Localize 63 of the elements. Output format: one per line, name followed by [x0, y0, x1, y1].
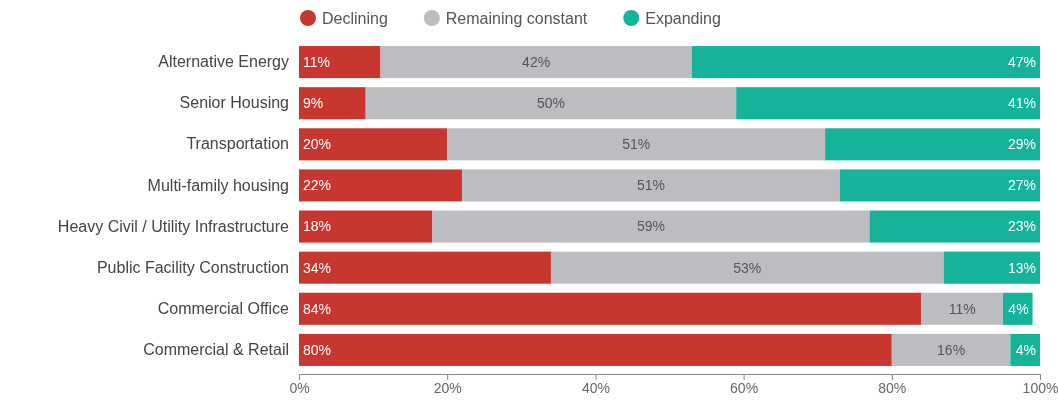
bar [380, 46, 692, 79]
data-label: 59% [636, 218, 665, 235]
data-label: 23% [1007, 218, 1036, 235]
data-label: 53% [733, 259, 762, 276]
bar [869, 210, 1040, 243]
y-tick-label: Commercial Office [157, 299, 290, 317]
bar [299, 128, 448, 161]
legend-label: Remaining constant [445, 9, 588, 27]
data-label: 22% [303, 177, 332, 194]
bar [365, 87, 737, 120]
x-tick-label: 20% [433, 379, 462, 396]
y-tick-label: Multi-family housing [147, 176, 289, 194]
data-label: 84% [303, 300, 332, 317]
bar [299, 292, 922, 325]
data-label: 27% [1007, 177, 1036, 194]
data-label: 4% [1015, 341, 1036, 358]
bar [299, 87, 366, 120]
data-label: 41% [1007, 95, 1036, 112]
y-tick-label: Heavy Civil / Utility Infrastructure [57, 217, 290, 235]
data-label: 42% [522, 53, 551, 70]
data-label: 47% [1007, 53, 1036, 70]
y-tick-label: Alternative Energy [158, 53, 289, 71]
data-label: 50% [536, 95, 565, 112]
data-label: 11% [303, 53, 330, 70]
bar [736, 87, 1040, 120]
bar [447, 128, 826, 161]
data-label: 11% [948, 300, 976, 317]
data-label: 18% [303, 218, 332, 235]
data-label: 4% [1008, 300, 1029, 317]
data-label: 51% [622, 136, 651, 153]
bar [299, 210, 433, 243]
y-tick-label: Senior Housing [179, 94, 289, 112]
data-label: 80% [303, 341, 332, 358]
x-tick-label: 0% [289, 379, 310, 396]
x-tick-label: 40% [581, 379, 610, 396]
bar [691, 46, 1040, 79]
bar [839, 169, 1040, 202]
bar [921, 292, 1003, 325]
bar [891, 333, 1011, 366]
x-tick-label: 100% [1022, 379, 1058, 396]
bar [462, 169, 840, 202]
data-label: 51% [636, 177, 665, 194]
data-label: 34% [303, 259, 332, 276]
bar [943, 251, 1040, 284]
bar [550, 251, 944, 284]
data-label: 16% [937, 341, 966, 358]
x-tick-label: 60% [730, 379, 759, 396]
bar [299, 46, 381, 79]
data-label: 29% [1007, 136, 1036, 153]
bar [432, 210, 870, 243]
legend-label: Expanding [645, 9, 721, 27]
data-label: 13% [1007, 259, 1036, 276]
data-label: 9% [303, 95, 324, 112]
bar [299, 333, 892, 366]
legend-label: Declining [322, 9, 388, 27]
y-tick-label: Transportation [186, 135, 289, 153]
y-tick-label: Commercial & Retail [143, 341, 289, 359]
bar [299, 251, 551, 284]
data-label: 20% [303, 136, 332, 153]
bar [299, 169, 463, 202]
x-tick-label: 80% [878, 379, 907, 396]
bar [825, 128, 1040, 161]
y-tick-label: Public Facility Construction [96, 258, 289, 276]
